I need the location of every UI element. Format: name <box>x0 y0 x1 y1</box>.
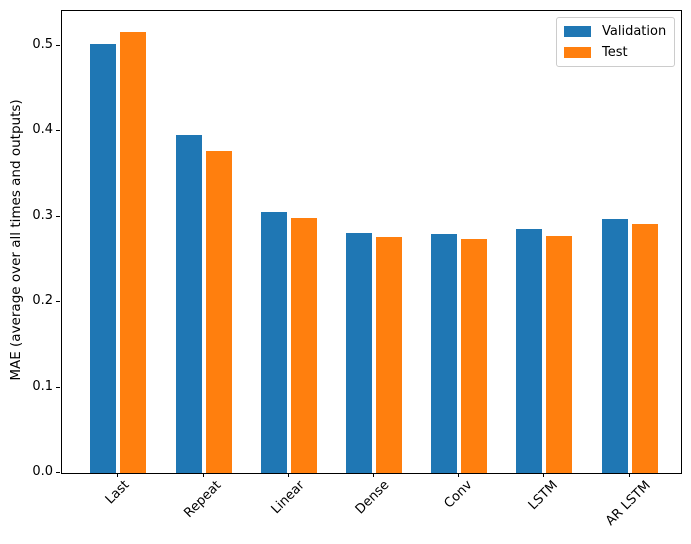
x-tick-label-ar-lstm: AR LSTM <box>603 478 654 529</box>
x-tick-mark <box>458 473 459 477</box>
y-axis-label: MAE (average over all times and outputs) <box>8 99 24 381</box>
x-tick-label-lstm: LSTM <box>525 477 561 514</box>
bar-validation-lstm <box>516 229 543 473</box>
plot-area: Validation Test <box>61 10 682 474</box>
bar-test-repeat <box>205 151 232 473</box>
y-tick-mark <box>56 216 60 217</box>
legend-row-test: Test <box>564 45 666 60</box>
x-tick-label-dense: Dense <box>352 477 393 518</box>
y-tick-label: 0.3 <box>32 208 53 223</box>
x-tick-label-last: Last <box>102 477 133 508</box>
x-tick-mark <box>288 473 289 477</box>
bar-test-last <box>120 32 147 473</box>
bar-test-dense <box>375 237 402 473</box>
bar-validation-repeat <box>175 135 202 473</box>
legend-label-test: Test <box>602 45 628 60</box>
bar-validation-last <box>90 44 117 473</box>
bar-test-linear <box>290 218 317 473</box>
x-tick-label-linear: Linear <box>268 477 308 518</box>
y-tick-label: 0.2 <box>32 293 53 308</box>
x-tick-label-repeat: Repeat <box>181 478 225 521</box>
x-tick-mark <box>629 473 630 477</box>
x-tick-mark <box>203 473 204 477</box>
bar-validation-dense <box>345 233 372 473</box>
y-tick-label: 0.5 <box>32 37 53 52</box>
y-tick-mark <box>56 45 60 46</box>
x-tick-mark <box>117 473 118 477</box>
bar-test-conv <box>461 239 488 473</box>
legend-swatch-test-icon <box>564 47 591 58</box>
x-tick-label-conv: Conv <box>441 477 476 512</box>
y-tick-label: 0.1 <box>32 379 53 394</box>
y-tick-label: 0.4 <box>32 122 53 137</box>
bar-test-lstm <box>546 236 573 473</box>
y-tick-mark <box>56 130 60 131</box>
bar-validation-linear <box>260 212 287 473</box>
x-tick-mark <box>373 473 374 477</box>
legend-label-validation: Validation <box>602 24 667 39</box>
legend: Validation Test <box>556 17 675 67</box>
bar-validation-conv <box>431 234 458 473</box>
bar-validation-ar-lstm <box>601 219 628 473</box>
legend-swatch-validation-icon <box>564 26 591 37</box>
legend-row-validation: Validation <box>564 24 666 39</box>
x-tick-mark <box>543 473 544 477</box>
bar-test-ar-lstm <box>631 224 658 473</box>
y-tick-mark <box>56 472 60 473</box>
y-tick-label: 0.0 <box>32 464 53 479</box>
y-tick-mark <box>56 301 60 302</box>
y-tick-mark <box>56 387 60 388</box>
